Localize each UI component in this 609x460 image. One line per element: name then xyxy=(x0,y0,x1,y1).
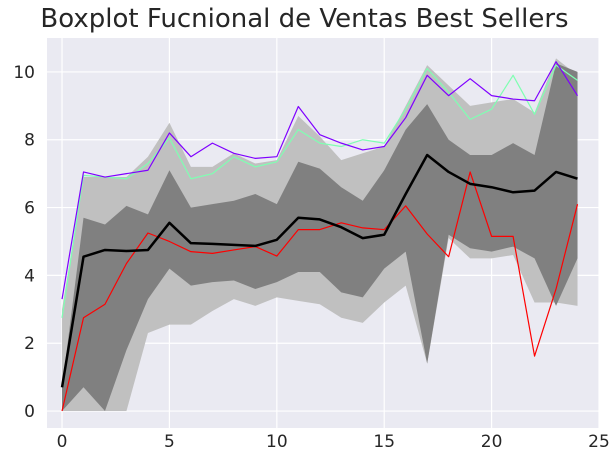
outlier-2-line xyxy=(61,61,579,300)
chart-title: Boxplot Fucnional de Ventas Best Sellers xyxy=(40,4,569,34)
y-tick-label: 0 xyxy=(24,402,35,422)
y-tick-label: 10 xyxy=(13,63,35,83)
y-tick-label: 6 xyxy=(24,199,35,219)
x-tick-label: 0 xyxy=(57,432,68,452)
x-tick-label: 15 xyxy=(373,432,395,452)
x-tick-label: 10 xyxy=(266,432,288,452)
y-tick-label: 4 xyxy=(24,266,35,286)
y-tick-label: 2 xyxy=(24,334,35,354)
x-tick-label: 5 xyxy=(164,432,175,452)
x-tick-label: 20 xyxy=(481,432,503,452)
central-region-band xyxy=(62,63,578,412)
outlier-3-line xyxy=(61,171,579,412)
x-tick-label: 25 xyxy=(588,432,609,452)
outlier-1-line xyxy=(61,64,578,318)
y-tick-label: 8 xyxy=(24,131,35,151)
median-line xyxy=(60,153,578,388)
